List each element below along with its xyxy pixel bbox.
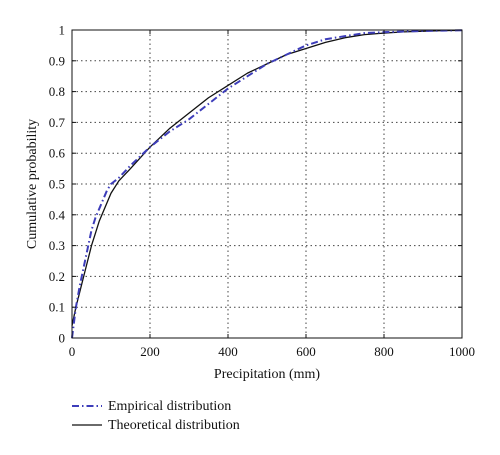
y-tick-label: 0.4: [49, 207, 66, 222]
y-tick-label: 0.3: [49, 238, 65, 253]
axis-ticks: 0 200 400 600 800 1000 0 0.1 0.2 0.3 0.4 0.5 0.6 0.7 0…: [49, 23, 475, 360]
y-axis-title: Cumulative probability: [25, 119, 40, 249]
x-tick-label: 600: [296, 344, 316, 359]
y-tick-label: 0.1: [49, 300, 65, 315]
y-tick-label: 1: [59, 23, 66, 38]
series-line-empirical: [71, 29, 463, 339]
y-tick-label: 0.8: [49, 84, 65, 99]
legend-label-empirical: Empirical distribution: [108, 399, 231, 414]
y-tick-label: 0.9: [49, 53, 65, 68]
y-tick-label: 0.6: [49, 146, 66, 161]
legend: Empirical distribution Theoretical distri…: [72, 399, 240, 433]
x-tick-label: 0: [69, 344, 76, 359]
x-tick-label: 800: [374, 344, 394, 359]
series-line-theoretical: [71, 29, 463, 326]
y-tick-label: 0.7: [49, 115, 66, 130]
series-layer: [71, 29, 463, 339]
y-tick-label: 0.2: [49, 269, 65, 284]
x-tick-label: 400: [218, 344, 238, 359]
grid-lines: [72, 30, 462, 338]
y-tick-label: 0: [59, 331, 66, 346]
x-axis-title: Precipitation (mm): [214, 367, 320, 382]
legend-label-theoretical: Theoretical distribution: [108, 418, 240, 433]
x-tick-label: 1000: [449, 344, 475, 359]
y-tick-label: 0.5: [49, 177, 65, 192]
x-tick-label: 200: [140, 344, 160, 359]
